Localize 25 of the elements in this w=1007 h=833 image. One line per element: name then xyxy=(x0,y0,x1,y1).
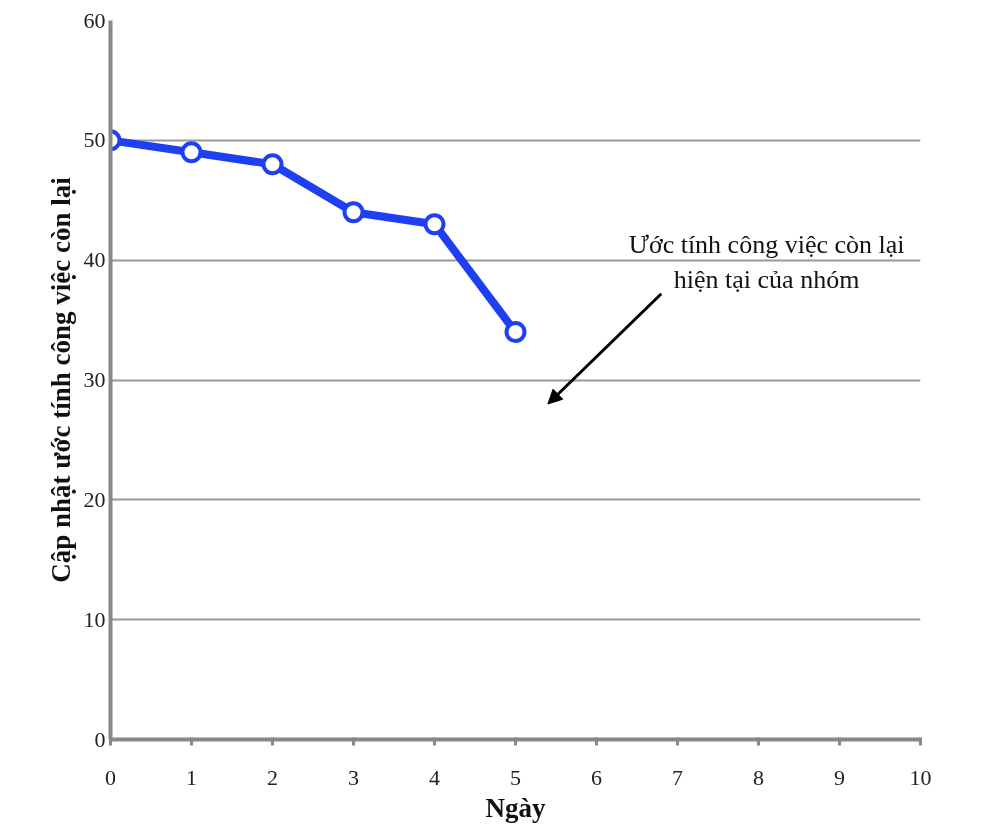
y-tick-label: 20 xyxy=(83,486,106,512)
point xyxy=(504,321,527,344)
y-tick-label: 40 xyxy=(83,247,106,273)
x-tick-label: 7 xyxy=(672,764,683,790)
y-tick-label: 0 xyxy=(94,726,106,752)
x-tick-label: 5 xyxy=(510,764,521,790)
point xyxy=(261,153,284,176)
y-axis-title: Cập nhật ước tính công việc còn lại xyxy=(45,176,76,583)
y-tick-label: 60 xyxy=(83,7,106,33)
y-tick-label: 30 xyxy=(83,367,106,392)
x-tick-label: 4 xyxy=(429,764,440,790)
x-tick-label: 9 xyxy=(834,764,845,790)
annotation: Ước tính công việc còn lại hiện tại của nhóm xyxy=(628,230,905,295)
x-tick-label: 8 xyxy=(753,764,764,790)
point xyxy=(423,213,446,236)
y-tick-label: 50 xyxy=(83,127,106,153)
x-tick-label: 1 xyxy=(186,764,197,790)
x-tick-label: 6 xyxy=(591,764,602,790)
y-tick-label: 10 xyxy=(83,606,106,632)
x-tick-label: 10 xyxy=(909,764,932,790)
point xyxy=(180,141,203,164)
point xyxy=(342,201,365,224)
x-axis-title: Ngày xyxy=(485,792,546,823)
x-tick-label: 2 xyxy=(267,764,278,790)
x-tick-label: 3 xyxy=(348,764,359,790)
